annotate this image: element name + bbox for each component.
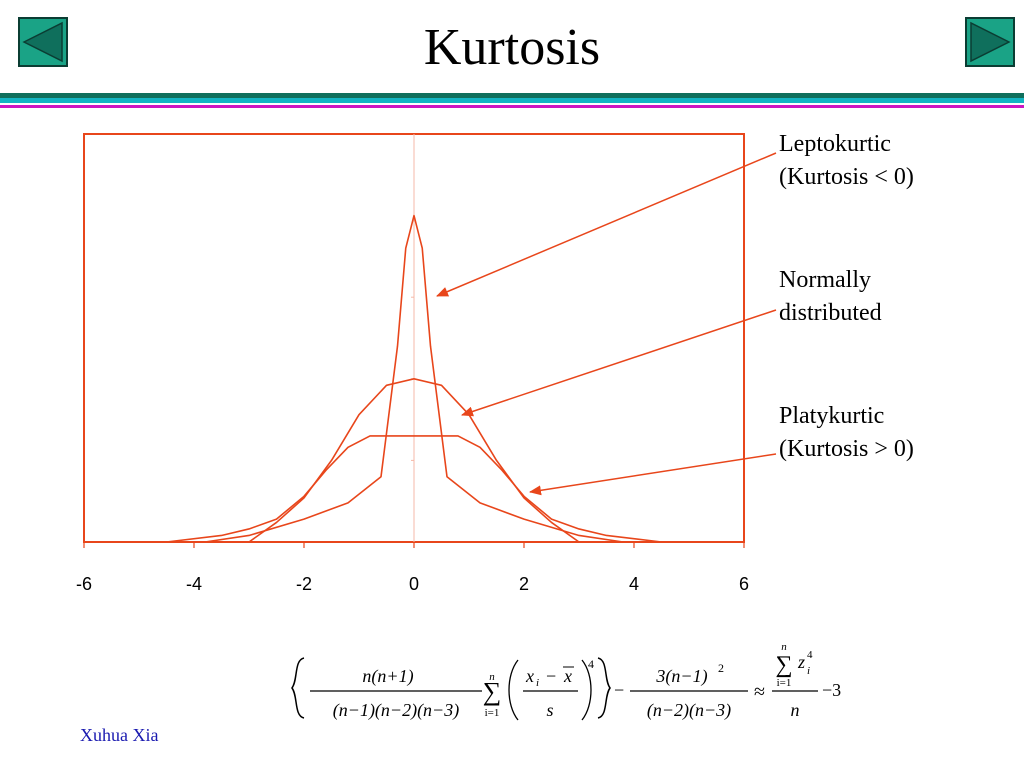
label-normal: Normally distributed (779, 264, 882, 330)
previous-slide-button[interactable] (18, 17, 68, 67)
power4: 4 (588, 657, 594, 671)
label-platykurtic-line2: (Kurtosis > 0) (779, 436, 914, 462)
power2: 2 (718, 661, 724, 675)
curve-2 (166, 435, 662, 543)
approx-sign: ≈ (754, 681, 765, 703)
s-symbol: s (546, 700, 553, 720)
arrow-leptokurtic (436, 152, 777, 297)
label-leptokurtic-line2: (Kurtosis < 0) (779, 164, 914, 190)
kurtosis-formula: n(n+1) (n−1)(n−2)(n−3) n ∑ i=1 x i − x s… (291, 641, 841, 721)
title-rule-cyan (0, 98, 1024, 103)
arrow-normal (461, 309, 777, 417)
minus-three: −3 (822, 680, 841, 700)
z-power4: 4 (807, 649, 813, 661)
xbar-symbol: x (563, 666, 572, 686)
x-tick-label: 0 (409, 574, 419, 594)
x-tick-label: -6 (76, 574, 92, 594)
x-tick-label: 4 (629, 574, 639, 594)
x-tick-label: -4 (186, 574, 202, 594)
fraction2-numerator: 3(n−1) (655, 666, 707, 687)
label-normal-line1: Normally (779, 267, 871, 293)
x-tick-label: 2 (519, 574, 529, 594)
label-leptokurtic-line1: Leptokurtic (779, 131, 891, 157)
label-leptokurtic: Leptokurtic (Kurtosis < 0) (779, 128, 914, 194)
right-triangle-icon (965, 17, 1015, 67)
left-brace (291, 657, 305, 719)
next-slide-button[interactable] (965, 17, 1015, 67)
x-symbol: x (525, 666, 534, 686)
author-footer: Xuhua Xia (80, 725, 159, 745)
right-brace (597, 657, 611, 719)
curve-0 (204, 214, 624, 543)
right-paren (581, 659, 592, 721)
x-tick-label: -2 (296, 574, 312, 594)
title-rule-dark (0, 93, 1024, 98)
sum2-upper: n (781, 641, 787, 653)
curve-1 (248, 377, 580, 543)
sum-upper: n (489, 671, 495, 683)
sum-lower: i=1 (485, 707, 500, 719)
inner-minus: − (546, 666, 556, 686)
title-rule-magenta (0, 105, 1024, 108)
fraction1-numerator: n(n+1) (362, 666, 413, 687)
label-normal-line2: distributed (779, 300, 882, 326)
left-triangle-icon (18, 17, 68, 67)
sigma2-symbol: ∑ (775, 652, 792, 678)
fraction3-denominator: n (791, 700, 800, 720)
z-symbol: z (797, 652, 805, 672)
label-platykurtic-line1: Platykurtic (779, 403, 885, 429)
sigma-symbol: ∑ (483, 677, 502, 706)
arrow-platykurtic (529, 453, 777, 496)
slide-title: Kurtosis (423, 19, 601, 76)
label-platykurtic: Platykurtic (Kurtosis > 0) (779, 400, 914, 466)
sum2-lower: i=1 (777, 677, 792, 689)
fraction1-denominator: (n−1)(n−2)(n−3) (333, 700, 459, 721)
minus-sign: − (614, 680, 624, 700)
left-paren (508, 659, 519, 721)
z-subscript: i (807, 665, 810, 677)
x-subscript: i (536, 677, 539, 689)
fraction2-denominator: (n−2)(n−3) (647, 700, 731, 721)
x-tick-label: 6 (739, 574, 749, 594)
